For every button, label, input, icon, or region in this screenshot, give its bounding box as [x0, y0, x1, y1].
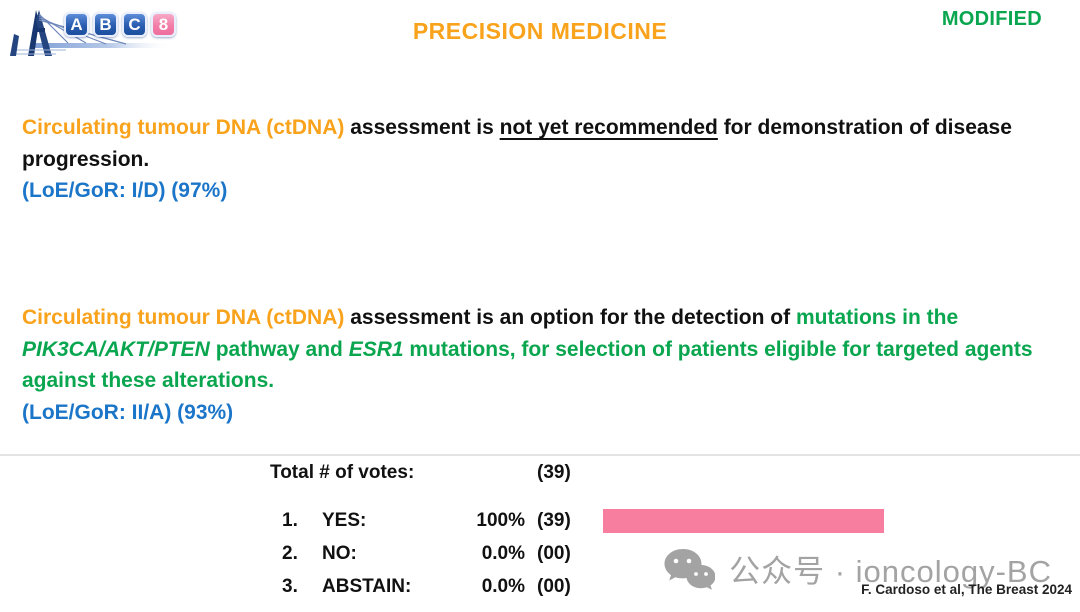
statement1-segment: for demonstration of disease progression…: [22, 116, 1012, 171]
vote-row-abstain: 3. ABSTAIN: 0.0% (00): [270, 576, 930, 602]
logo-block-c: C: [122, 12, 147, 37]
vote-row-count: (39): [537, 510, 571, 531]
vote-row-number: 1.: [282, 510, 298, 531]
wechat-watermark: 公众号 · ioncology-BC: [663, 546, 1052, 591]
statement-ctdna-progression: Circulating tumour DNA (ctDNA) assessmen…: [22, 112, 1058, 207]
statement2-segment: mutations, for selection of patients eli…: [22, 337, 1033, 393]
page-title: PRECISION MEDICINE: [412, 18, 668, 44]
vote-row-label: ABSTAIN:: [322, 576, 412, 597]
votes-total-row: Total # of votes: (39): [270, 462, 930, 488]
statement1-loe-gor: (LoE/GoR: I/D) (97%): [22, 179, 228, 202]
statement-ctdna-mutations: Circulating tumour DNA (ctDNA) assessmen…: [22, 302, 1058, 428]
votes-total-label: Total # of votes:: [270, 462, 415, 483]
vote-row-no: 2. NO: 0.0% (00): [270, 543, 930, 569]
statement1-segment: assessment is: [344, 116, 500, 139]
statement2-segment-gene-names: PIK3CA/AKT/PTEN: [22, 337, 210, 361]
horizontal-divider: [0, 454, 1080, 456]
vote-row-percent: 0.0%: [481, 543, 525, 564]
vote-row-label: YES:: [322, 510, 367, 531]
vote-row-number: 3.: [282, 576, 298, 597]
vote-row-yes: 1. YES: 100% (39): [270, 509, 930, 536]
vote-row-percent: 0.0%: [481, 576, 525, 597]
logo-block-8: 8: [151, 12, 176, 37]
statement2-segment: assessment is an option for the detectio…: [344, 306, 796, 329]
statement2-segment: Circulating tumour DNA (ctDNA): [22, 306, 345, 329]
vote-row-label: NO:: [322, 543, 357, 564]
abc8-logo: A B C 8: [6, 4, 176, 64]
citation-text: F. Cardoso et al, The Breast 2024: [861, 582, 1072, 597]
modified-badge: MODIFIED: [941, 8, 1042, 30]
vote-row-number: 2.: [282, 543, 298, 564]
statement2-loe-gor: (LoE/GoR: II/A) (93%): [22, 400, 234, 424]
abc8-letter-blocks: A B C 8: [64, 12, 176, 37]
wechat-icon: [664, 548, 716, 590]
watermark-text: 公众号 · ioncology-BC: [729, 554, 1052, 589]
votes-total-count: (39): [537, 462, 571, 483]
vote-row-percent: 100%: [476, 510, 525, 531]
logo-block-b: B: [93, 12, 118, 37]
vote-row-count: (00): [537, 576, 571, 597]
statement2-segment: pathway and: [209, 337, 349, 361]
votes-table: Total # of votes: (39) 1. YES: 100% (39)…: [270, 462, 930, 602]
vote-bar-yes: [603, 509, 884, 533]
logo-block-a: A: [64, 12, 89, 37]
statement2-segment-gene-names: ESR1: [348, 337, 404, 361]
vote-row-count: (00): [537, 543, 571, 564]
statement1-segment-underlined: not yet recommended: [499, 116, 718, 139]
statement2-segment: mutations in the: [795, 306, 959, 329]
statement1-segment: Circulating tumour DNA (ctDNA): [22, 116, 345, 139]
